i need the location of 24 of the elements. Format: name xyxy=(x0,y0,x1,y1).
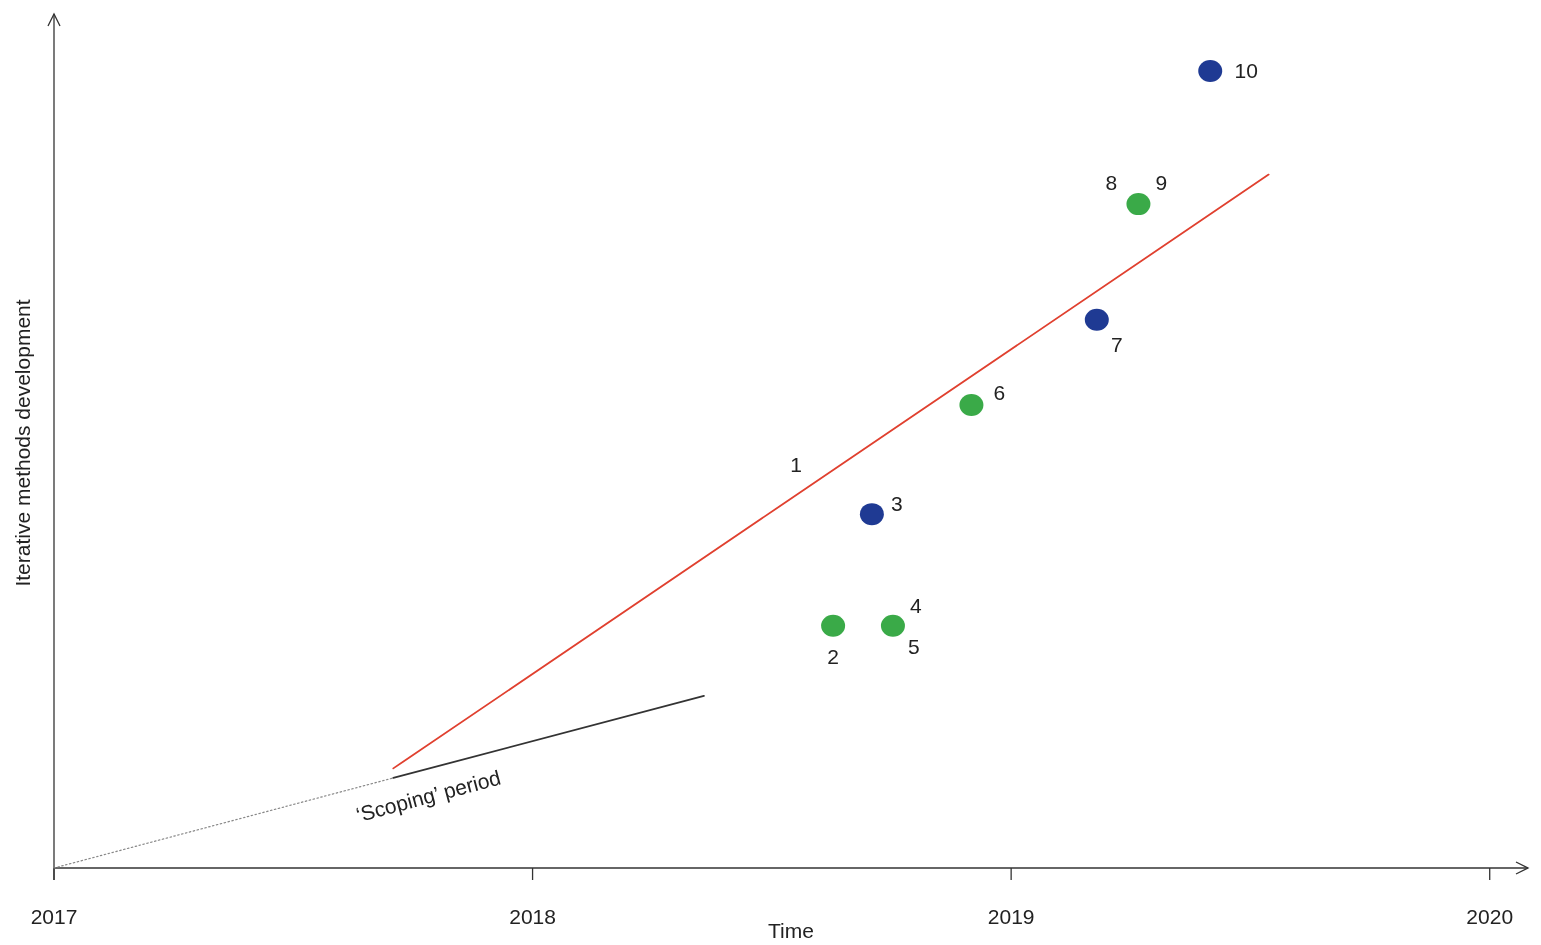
annotation: 3 xyxy=(891,491,903,515)
point xyxy=(1126,193,1151,216)
point xyxy=(880,614,905,637)
x-tick-label: 2019 xyxy=(987,905,1035,928)
point xyxy=(821,614,846,637)
x-tick-label: 2017 xyxy=(30,905,78,928)
annotation: 10 xyxy=(1234,58,1258,82)
point xyxy=(859,503,884,526)
annotation: 9 xyxy=(1155,170,1168,194)
x-tick-label: 2020 xyxy=(1466,905,1514,928)
point xyxy=(1084,308,1109,331)
annotation: 7 xyxy=(1110,333,1123,357)
annotation: 6 xyxy=(993,381,1006,405)
annotation: 5 xyxy=(908,635,920,659)
annotation: ‘Scoping’ period xyxy=(353,765,504,827)
point xyxy=(959,393,984,416)
annotation: 4 xyxy=(910,594,923,618)
x-axis-title: Time xyxy=(768,919,814,942)
y-axis-title: Iterative methods development xyxy=(11,299,34,587)
annotation: 2 xyxy=(827,645,839,669)
annotation: 8 xyxy=(1105,170,1118,194)
annotation: 1 xyxy=(790,453,802,477)
x-tick-label: 2018 xyxy=(509,905,556,928)
point xyxy=(1198,60,1223,82)
